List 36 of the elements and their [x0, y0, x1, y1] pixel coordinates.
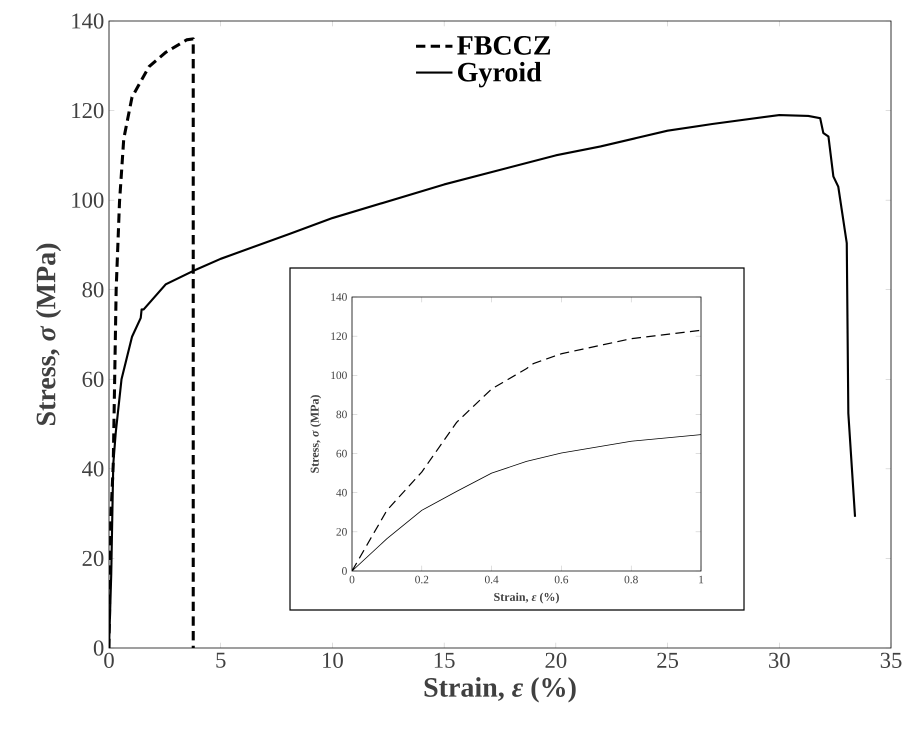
y-tick-label: 120 — [331, 332, 347, 340]
y-tick-label: 0 — [342, 567, 347, 575]
legend-label: Gyroid — [458, 62, 542, 88]
x-tick-label: 0.8 — [624, 576, 638, 584]
y-tick-label: 100 — [331, 371, 347, 380]
y-tick-label: 100 — [72, 192, 104, 208]
x-tick-label: 0.6 — [554, 576, 568, 584]
x-tick-label: 0.2 — [415, 576, 428, 584]
x-tick-label: 15 — [434, 652, 455, 668]
y-tick-label: 140 — [331, 293, 347, 301]
y-tick-label: 40 — [82, 461, 104, 477]
y-tick-label: 0 — [94, 640, 104, 656]
y-tick-label: 80 — [336, 410, 347, 418]
y-tick-label: 20 — [336, 528, 347, 536]
x-tick-label: 25 — [657, 652, 678, 668]
y-axis-title: Stress, σ (MPa) — [36, 244, 62, 425]
y-axis-title: Stress, σ (MPa) — [310, 395, 322, 473]
y-tick-label: 140 — [72, 13, 104, 29]
x-axis-title: Strain, ε (%) — [494, 592, 559, 604]
y-tick-label: 120 — [72, 102, 104, 118]
x-tick-label: 20 — [546, 652, 566, 668]
legend-label: FBCCZ — [457, 36, 550, 55]
x-tick-label: 35 — [880, 652, 902, 668]
x-tick-label: 30 — [769, 652, 790, 668]
x-axis-title: Strain, ε (%) — [424, 677, 576, 703]
y-tick-label: 40 — [336, 488, 347, 497]
x-tick-label: 5 — [216, 652, 226, 668]
y-tick-label: 20 — [82, 550, 104, 566]
y-tick-label: 80 — [82, 282, 104, 298]
x-tick-label: 0.4 — [484, 576, 499, 584]
y-tick-label: 60 — [336, 450, 347, 458]
x-tick-label: 1 — [699, 576, 704, 584]
x-tick-label: 0 — [350, 576, 354, 584]
y-tick-label: 60 — [82, 372, 104, 387]
x-tick-label: 10 — [323, 652, 343, 668]
x-tick-label: 0 — [104, 652, 114, 668]
